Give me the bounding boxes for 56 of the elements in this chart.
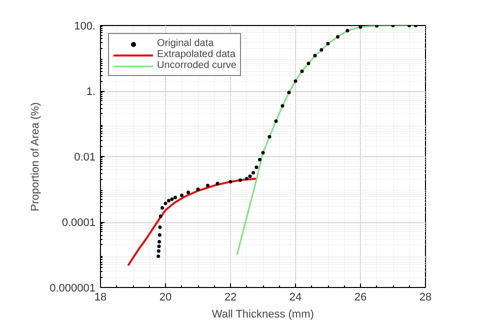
x-tick-label: 24 (289, 292, 302, 304)
point (180, 194, 184, 198)
point (206, 184, 210, 188)
point (196, 188, 200, 191)
point (346, 28, 350, 32)
y-axis-title: Proportion of Area (%) (30, 102, 42, 212)
legend-label: Uncorroded curve (157, 60, 236, 71)
y-tick-label: 0.000001 (50, 282, 96, 294)
point (252, 170, 255, 174)
point (280, 104, 284, 108)
x-tick-label: 18 (94, 292, 107, 304)
point (268, 135, 272, 139)
point (245, 176, 248, 180)
line-series (127, 178, 258, 266)
point (167, 198, 170, 202)
x-tick-label: 28 (419, 292, 432, 304)
legend-label: Extrapolated data (157, 49, 236, 60)
point (158, 214, 162, 218)
point (158, 240, 162, 244)
point (313, 54, 317, 58)
point (238, 178, 242, 182)
point (186, 190, 190, 194)
point (294, 79, 298, 83)
point (306, 62, 310, 66)
point (160, 206, 164, 210)
point (274, 119, 278, 123)
point (157, 244, 161, 248)
legend-label: Original data (157, 38, 214, 49)
point (164, 202, 168, 206)
x-tick-label: 26 (354, 292, 367, 304)
point (158, 225, 162, 229)
point (254, 165, 258, 169)
point (216, 182, 220, 186)
point (358, 26, 362, 29)
point (336, 35, 340, 39)
line-series (236, 26, 416, 256)
point (248, 174, 252, 178)
point (158, 233, 162, 237)
point (326, 42, 330, 46)
y-tick-label: 0.0001 (62, 217, 96, 229)
x-axis-title: Wall Thickness (mm) (212, 308, 314, 320)
y-tick-label: 1. (86, 86, 96, 98)
point (258, 158, 262, 162)
point (320, 48, 324, 52)
x-tick-label: 22 (224, 292, 237, 304)
point (287, 90, 291, 94)
point (156, 249, 160, 253)
x-tick-label: 20 (159, 292, 172, 304)
y-tick-label: 100. (74, 20, 96, 32)
point (300, 70, 304, 74)
point (174, 196, 177, 200)
point (261, 151, 265, 155)
point (228, 180, 232, 184)
point (156, 254, 160, 258)
point (170, 197, 174, 201)
y-tick-label: 0.01 (74, 152, 96, 164)
